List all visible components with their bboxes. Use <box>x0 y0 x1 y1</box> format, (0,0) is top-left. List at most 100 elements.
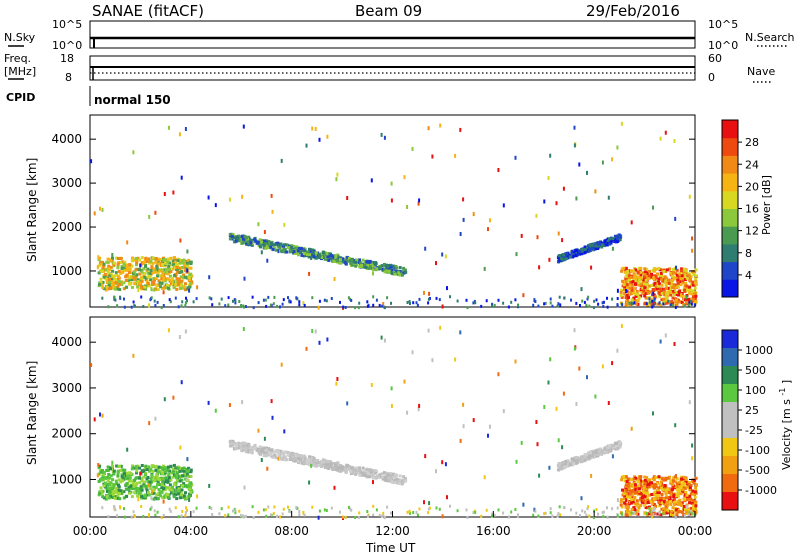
power-echo-cell <box>313 253 317 256</box>
power-echo-cell <box>390 268 394 272</box>
velocity-xtick-label: 16:00 <box>476 524 511 538</box>
velocity-echo-cell <box>177 515 180 519</box>
velocity-echo-cell <box>339 510 341 514</box>
velocity-echo-cell <box>195 506 198 510</box>
power-echo-cell <box>472 301 475 305</box>
velocity-echo-cell <box>336 467 340 470</box>
power-echo-cell <box>326 252 329 256</box>
velocity-echo-cell <box>694 504 698 508</box>
velocity-echo-cell <box>607 401 610 405</box>
velocity-echo-cell <box>639 493 643 497</box>
velocity-echo-cell <box>676 487 680 491</box>
velocity-echo-cell <box>256 447 260 451</box>
velocity-echo-cell <box>276 514 278 518</box>
power-echo-cell <box>673 288 677 292</box>
power-echo-cell <box>188 288 191 293</box>
velocity-echo-cell <box>613 445 617 449</box>
power-echo-cell <box>179 238 182 243</box>
velocity-echo-cell <box>97 466 101 470</box>
velocity-echo-cell <box>431 358 434 363</box>
power-colorbar-cell <box>722 173 738 192</box>
power-echo-cell <box>117 269 121 273</box>
velocity-echo-cell <box>106 479 110 483</box>
power-echo-cell <box>249 238 253 242</box>
power-ytick-label: 4000 <box>51 132 82 146</box>
power-echo-cell <box>144 256 148 260</box>
freq-panel: Freq. [MHz] 18 8 60 0 Nave <box>4 52 775 84</box>
velocity-echo-cell <box>491 512 494 516</box>
power-echo-cell <box>675 273 679 277</box>
velocity-echo-cell <box>312 460 316 464</box>
power-echo-cell <box>630 288 634 292</box>
power-echo-cell <box>150 267 154 271</box>
velocity-echo-cell <box>242 327 245 331</box>
power-echo-cell <box>676 280 680 284</box>
velocity-echo-cell <box>602 514 605 518</box>
velocity-echo-cell <box>367 475 371 479</box>
velocity-echo-cell <box>636 512 640 516</box>
power-echo-cell <box>148 303 150 308</box>
velocity-echo-cell <box>643 512 647 516</box>
power-echo-cell <box>154 257 158 260</box>
velocity-echo-cell <box>150 505 153 509</box>
power-echo-cell <box>185 264 189 268</box>
velocity-echo-cell <box>175 479 179 483</box>
velocity-echo-cell <box>185 469 189 473</box>
velocity-echo-cell <box>136 487 140 490</box>
power-echo-cell <box>664 270 668 273</box>
power-echo-cell <box>616 304 619 308</box>
power-echo-cell <box>629 275 633 279</box>
velocity-echo-cell <box>186 509 188 512</box>
power-echo-cell <box>454 153 457 158</box>
velocity-echo-cell <box>165 480 169 484</box>
velocity-echo-cell <box>687 482 691 486</box>
velocity-echo-cell <box>150 475 154 479</box>
power-echo-cell <box>136 256 140 260</box>
freq-label: Freq. <box>4 52 31 65</box>
power-echo-cell <box>273 295 276 299</box>
velocity-echo-cell <box>624 483 628 487</box>
power-echo-cell <box>162 278 166 282</box>
power-echo-cell <box>106 270 110 274</box>
power-echo-cell <box>299 250 302 254</box>
velocity-echo-cell <box>632 485 636 489</box>
power-echo-cell <box>692 299 695 303</box>
velocity-echo-cell <box>675 477 679 481</box>
power-echo-cell <box>630 220 633 225</box>
power-echo-cell <box>662 302 665 306</box>
power-echo-cell <box>627 278 631 282</box>
power-echo-cell <box>207 195 210 200</box>
power-echo-cell <box>117 275 120 279</box>
power-echo-cell <box>156 300 159 304</box>
power-echo-cell <box>639 276 643 280</box>
velocity-echo-cell <box>652 478 656 482</box>
velocity-echo-cell <box>238 509 241 513</box>
power-echo-cell <box>390 301 392 305</box>
power-echo-cell <box>265 304 268 308</box>
power-echo-cell <box>574 254 578 258</box>
velocity-echo-cell <box>623 479 627 483</box>
power-echo-cell <box>622 288 626 292</box>
power-echo-cell <box>691 297 695 301</box>
power-echo-cell <box>590 265 593 270</box>
power-echo-cell <box>107 283 111 287</box>
power-echo-cell <box>368 265 372 269</box>
velocity-echo-cell <box>140 495 144 499</box>
velocity-echo-cell <box>544 511 547 515</box>
power-echo-cell <box>640 291 644 295</box>
velocity-echo-cell <box>184 477 188 481</box>
velocity-echo-cell <box>249 445 253 449</box>
power-echo-cell <box>148 214 151 219</box>
velocity-echo-cell <box>174 466 178 470</box>
velocity-echo-cell <box>97 472 101 476</box>
velocity-echo-cell <box>330 506 333 510</box>
power-echo-cells <box>90 121 698 310</box>
velocity-echo-cell <box>297 461 300 464</box>
velocity-echo-cell <box>611 454 614 459</box>
velocity-echo-cell <box>673 342 676 346</box>
velocity-echo-cell <box>653 507 656 510</box>
velocity-echo-cell <box>288 510 291 514</box>
power-echo-cell <box>326 255 330 259</box>
velocity-echo-cell <box>103 481 107 485</box>
power-echo-cell <box>227 296 230 300</box>
